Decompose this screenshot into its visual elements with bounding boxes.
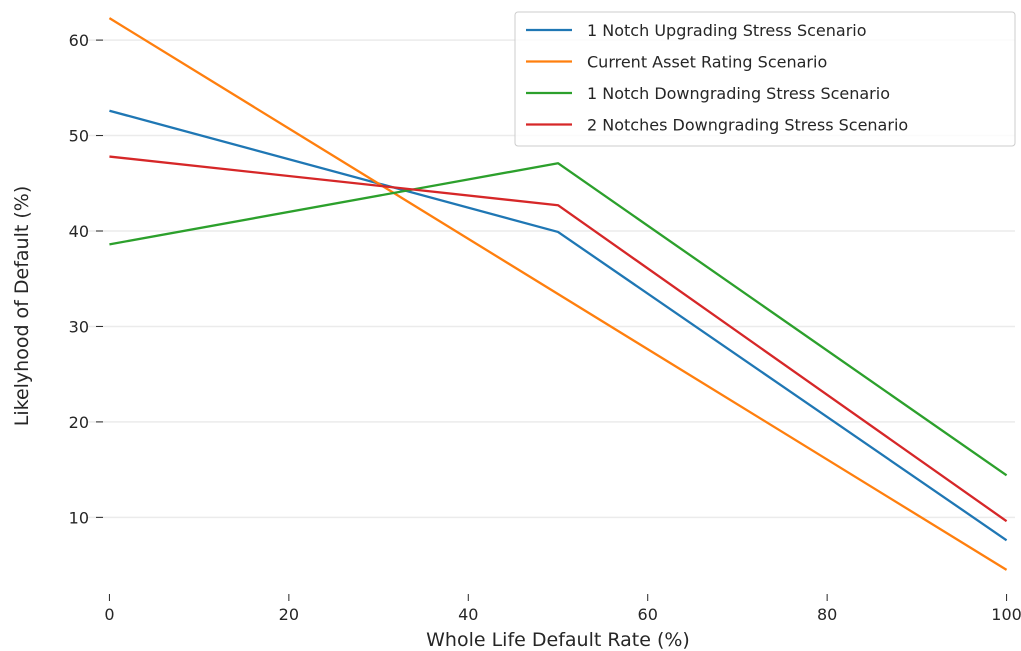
series-line-4 bbox=[109, 155, 1008, 523]
x-tick-label: 60 bbox=[638, 605, 658, 624]
x-tick-label: 100 bbox=[991, 605, 1021, 624]
legend-items: 1 Notch Upgrading Stress Scenario Current… bbox=[526, 21, 908, 135]
x-tick-label: 80 bbox=[817, 605, 837, 624]
legend-label: 1 Notch Upgrading Stress Scenario bbox=[587, 21, 867, 40]
y-axis-title: Likelyhood of Default (%) bbox=[11, 186, 33, 427]
y-tick-label: 40 bbox=[69, 222, 89, 241]
y-tick-label: 50 bbox=[69, 127, 89, 146]
y-tick-label: 20 bbox=[69, 413, 89, 432]
y-tick-label: 10 bbox=[69, 508, 89, 527]
x-tick-label: 0 bbox=[104, 605, 114, 624]
x-axis-ticks: 0 20 40 60 80 100 bbox=[104, 594, 1021, 624]
plot-area bbox=[108, 17, 1008, 571]
series-line-3 bbox=[109, 162, 1008, 477]
series-line-2 bbox=[108, 17, 1008, 571]
legend-label: 1 Notch Downgrading Stress Scenario bbox=[587, 84, 890, 103]
x-tick-label: 40 bbox=[458, 605, 478, 624]
y-tick-label: 30 bbox=[69, 317, 89, 336]
legend-label: Current Asset Rating Scenario bbox=[587, 53, 827, 72]
legend-label: 2 Notches Downgrading Stress Scenario bbox=[587, 116, 908, 135]
legend-box bbox=[514, 11, 1016, 147]
legend: 1 Notch Upgrading Stress Scenario Current… bbox=[514, 11, 1016, 147]
y-tick-label: 60 bbox=[69, 31, 89, 50]
series-line-1 bbox=[109, 109, 1008, 542]
x-axis-title: Whole Life Default Rate (%) bbox=[426, 629, 690, 651]
y-axis-ticks: 10 20 30 40 50 60 bbox=[69, 31, 103, 527]
x-tick-label: 20 bbox=[279, 605, 299, 624]
